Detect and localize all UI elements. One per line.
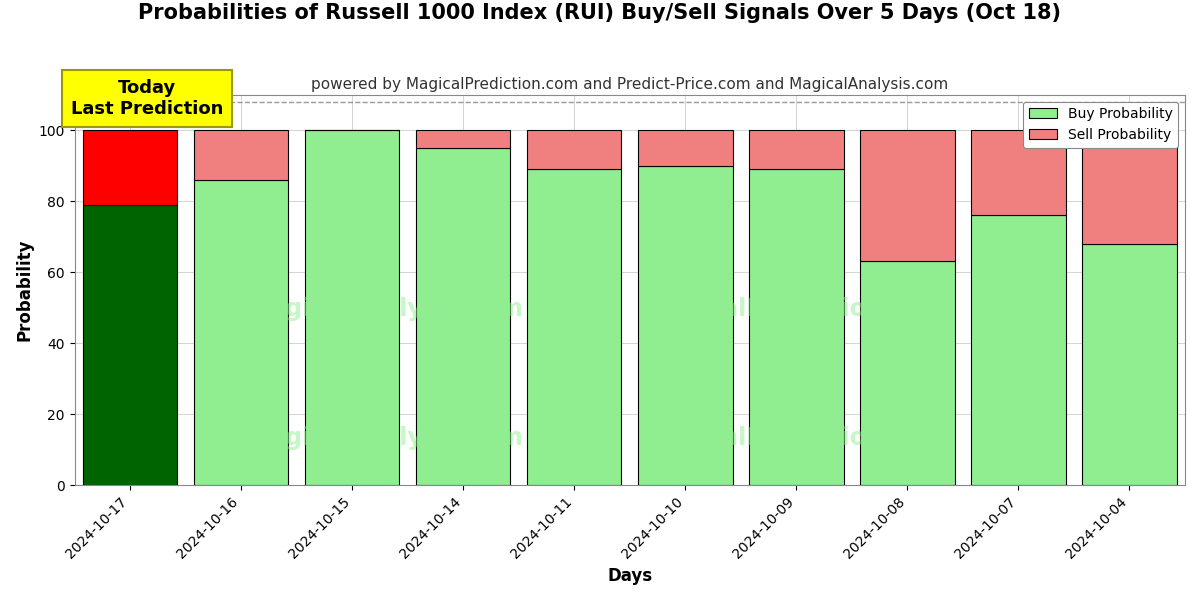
Bar	[971, 215, 1066, 485]
Bar	[527, 169, 622, 485]
Title: powered by MagicalPrediction.com and Predict-Price.com and MagicalAnalysis.com: powered by MagicalPrediction.com and Pre…	[311, 77, 948, 92]
Legend: Buy Probability, Sell Probability: Buy Probability, Sell Probability	[1024, 101, 1178, 148]
Bar	[1082, 130, 1177, 244]
Bar	[194, 130, 288, 180]
Text: Today
Last Prediction: Today Last Prediction	[71, 79, 223, 118]
Bar	[860, 262, 955, 485]
Text: MagicalAnalysis.com: MagicalAnalysis.com	[247, 298, 524, 322]
Bar	[1082, 244, 1177, 485]
Text: MagicalPrediction.com: MagicalPrediction.com	[646, 426, 948, 450]
Bar	[83, 205, 178, 485]
Text: Probabilities of Russell 1000 Index (RUI) Buy/Sell Signals Over 5 Days (Oct 18): Probabilities of Russell 1000 Index (RUI…	[138, 3, 1062, 23]
Text: MagicalPrediction.com: MagicalPrediction.com	[646, 298, 948, 322]
X-axis label: Days: Days	[607, 567, 653, 585]
Bar	[638, 166, 732, 485]
Text: MagicalAnalysis.com: MagicalAnalysis.com	[247, 426, 524, 450]
Bar	[416, 148, 510, 485]
Bar	[305, 130, 400, 485]
Bar	[638, 130, 732, 166]
Bar	[860, 130, 955, 262]
Bar	[527, 130, 622, 169]
Bar	[749, 169, 844, 485]
Bar	[971, 130, 1066, 215]
Bar	[749, 130, 844, 169]
Bar	[416, 130, 510, 148]
Bar	[194, 180, 288, 485]
Y-axis label: Probability: Probability	[16, 239, 34, 341]
Bar	[83, 130, 178, 205]
